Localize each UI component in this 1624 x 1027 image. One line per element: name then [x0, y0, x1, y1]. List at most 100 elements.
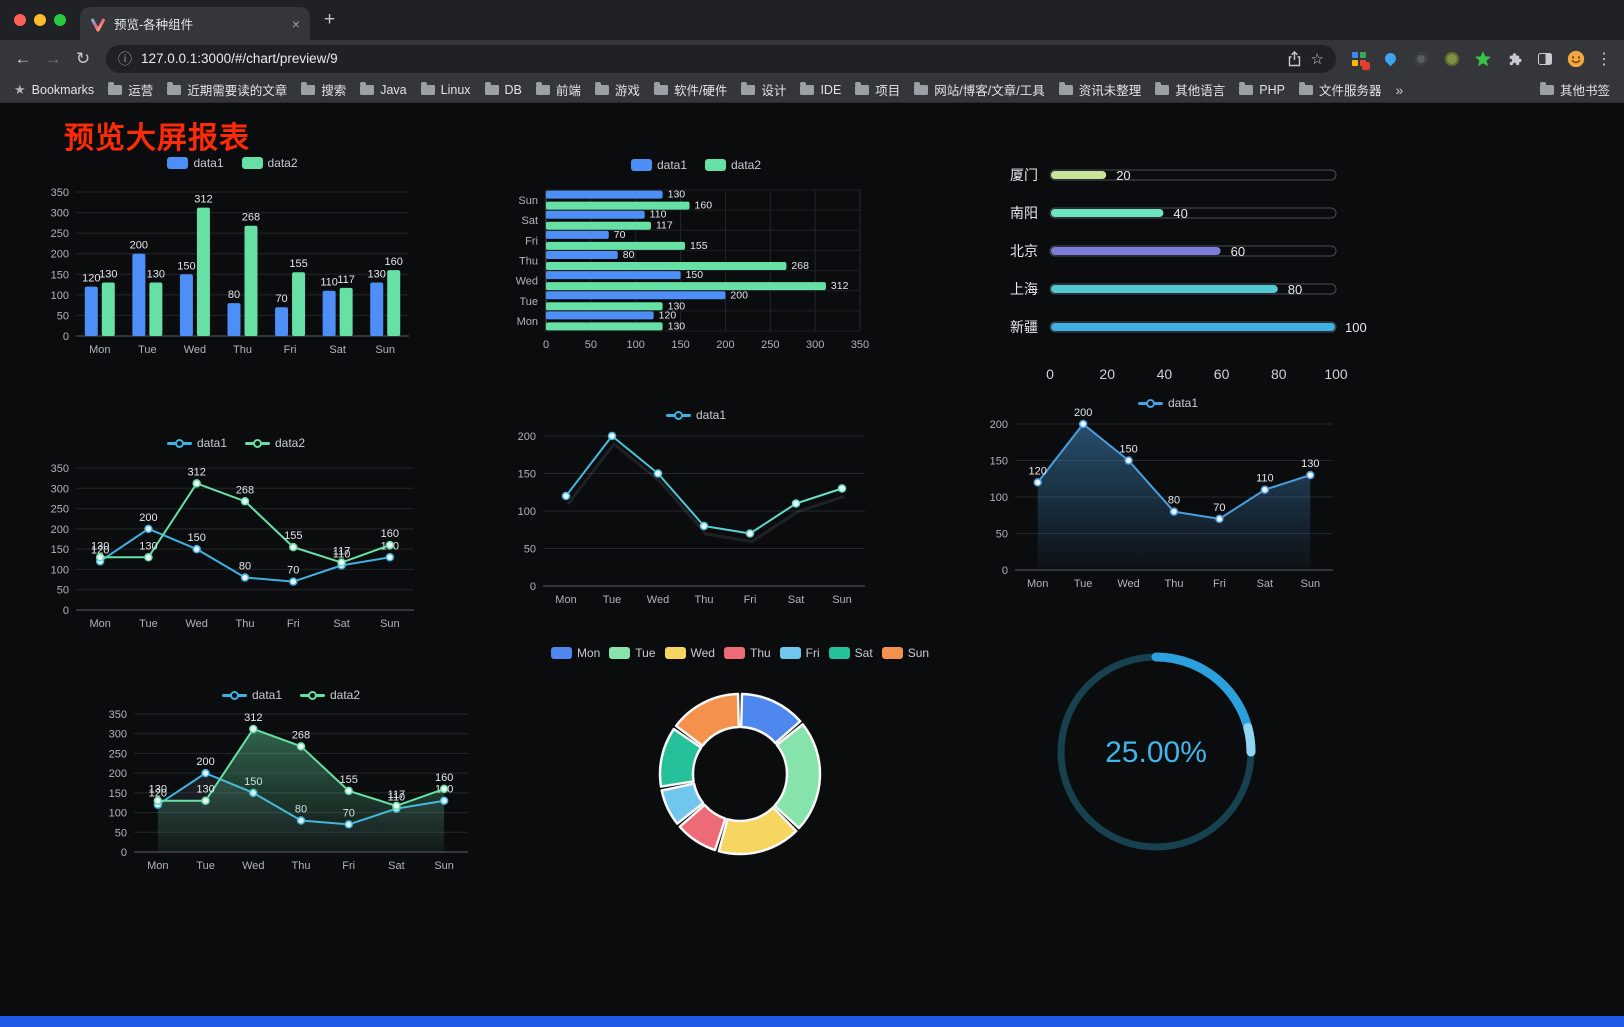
- legend-item[interactable]: data1: [221, 688, 282, 702]
- bar[interactable]: [84, 286, 98, 336]
- browser-tab[interactable]: 预览-各种组件 ×: [80, 7, 310, 40]
- extensions-puzzle-icon[interactable]: [1505, 50, 1523, 68]
- browser-menu-button[interactable]: ⋮: [1596, 50, 1612, 68]
- legend-item[interactable]: data1: [167, 156, 224, 170]
- bar[interactable]: [546, 221, 651, 230]
- legend-item[interactable]: data1: [166, 436, 227, 450]
- drop-extension-icon[interactable]: [1381, 50, 1399, 68]
- bar[interactable]: [546, 230, 609, 239]
- bookmark-folder[interactable]: 运营: [108, 80, 153, 99]
- bookmark-folder[interactable]: 游戏: [594, 80, 640, 99]
- profile-avatar[interactable]: [1567, 50, 1585, 68]
- pie-slice[interactable]: [717, 806, 798, 856]
- bar[interactable]: [546, 262, 787, 270]
- green-star-extension-icon[interactable]: [1474, 50, 1492, 68]
- chart-bar-grouped[interactable]: data1 data2 0 50 100 150 200 250 300 350 Mon Tue Wed…: [40, 148, 425, 370]
- bar[interactable]: [132, 253, 146, 336]
- bookmark-folder[interactable]: 近期需要读的文章: [167, 80, 287, 99]
- chart-area-single[interactable]: data1 0 50 100 150 200 Mon Tue Wed Thu Fri Sat Sun 12…: [985, 388, 1351, 598]
- bookmark-folder[interactable]: Linux: [420, 81, 471, 97]
- bookmark-folder[interactable]: 网站/博客/文章/工具: [914, 80, 1045, 99]
- bar[interactable]: [101, 282, 115, 336]
- bookmark-folder[interactable]: 文件服务器: [1298, 80, 1381, 99]
- legend-item[interactable]: Wed: [664, 646, 715, 660]
- bookmark-folder[interactable]: 资讯未整理: [1058, 80, 1141, 99]
- bookmark-folder[interactable]: PHP: [1239, 81, 1285, 97]
- legend-item[interactable]: Sun: [881, 646, 929, 660]
- forward-button[interactable]: →: [44, 48, 62, 68]
- site-info-icon[interactable]: ⓘ: [118, 50, 132, 67]
- chart-line-dual[interactable]: data1 data2 0 50 100 150 200 250 300 350 Mon Tue Wed…: [40, 428, 432, 640]
- grid-extension-icon[interactable]: [1350, 50, 1370, 70]
- pie-slice[interactable]: [674, 692, 741, 747]
- share-icon[interactable]: [1287, 50, 1302, 67]
- bar[interactable]: [387, 270, 401, 336]
- dark-circle-extension-icon[interactable]: [1412, 50, 1430, 68]
- bookmarks-overflow-button[interactable]: »: [1395, 81, 1404, 98]
- bookmark-folder[interactable]: 前端: [535, 80, 581, 99]
- legend-item[interactable]: data2: [705, 158, 761, 172]
- olive-circle-extension-icon[interactable]: [1443, 50, 1461, 68]
- pie-slice[interactable]: [773, 723, 822, 830]
- bar[interactable]: [339, 287, 353, 336]
- progress-fill[interactable]: [1051, 285, 1278, 293]
- sidebar-toggle-icon[interactable]: [1536, 50, 1554, 68]
- bar[interactable]: [149, 282, 163, 336]
- bar[interactable]: [546, 190, 663, 199]
- bookmark-folder[interactable]: 搜索: [301, 80, 346, 99]
- reload-button[interactable]: ↻: [75, 48, 91, 68]
- bookmark-folder[interactable]: IDE: [800, 81, 841, 97]
- bar[interactable]: [546, 302, 663, 311]
- bookmark-folder[interactable]: 其他语言: [1155, 80, 1225, 99]
- bar[interactable]: [179, 274, 193, 336]
- legend-item[interactable]: data1: [665, 408, 726, 422]
- legend-item[interactable]: data2: [245, 436, 305, 450]
- pie-slice[interactable]: [739, 692, 802, 745]
- bookmark-folder[interactable]: Java: [360, 81, 407, 97]
- legend-item[interactable]: Mon: [550, 646, 600, 660]
- legend-item[interactable]: data2: [300, 688, 360, 702]
- bookmark-star-icon[interactable]: ☆: [1310, 50, 1324, 68]
- legend-item[interactable]: Thu: [723, 646, 771, 660]
- bar[interactable]: [292, 272, 306, 336]
- chart-donut[interactable]: Mon Tue Wed Thu Fri Sat Sun: [548, 638, 932, 938]
- legend-item[interactable]: Fri: [779, 646, 820, 660]
- zoom-window-button[interactable]: [54, 14, 66, 26]
- chart-bar-horizontal[interactable]: data1 data2 0 50 100 150 200 250 300 350 Mon Tue Wed…: [500, 150, 892, 365]
- chart-line-single[interactable]: data1 0 50 100 150 200 Mon Tue Wed Thu Fri Sat Sun: [505, 400, 887, 612]
- bar[interactable]: [546, 201, 690, 210]
- chart-area-dual[interactable]: data1 data2 0 50 100 150 200 250 300 350 Mon Tue Wed…: [100, 680, 482, 892]
- new-tab-button[interactable]: +: [324, 9, 336, 30]
- chart-progress-bars[interactable]: 厦门 20 南阳 40 北京 60 上海 80 新疆 100 0 20 40 60 80 100: [1000, 155, 1380, 390]
- pie-slice[interactable]: [660, 782, 705, 825]
- bar[interactable]: [370, 282, 384, 336]
- bookmark-folder[interactable]: 设计: [741, 80, 786, 99]
- legend-item[interactable]: data1: [630, 158, 687, 172]
- bar[interactable]: [244, 225, 258, 336]
- bookmark-folder[interactable]: 软件/硬件: [653, 80, 727, 99]
- progress-fill[interactable]: [1051, 209, 1164, 217]
- progress-fill[interactable]: [1051, 323, 1335, 331]
- bookmark-folder[interactable]: DB: [484, 81, 522, 97]
- other-bookmarks[interactable]: 其他书签: [1539, 80, 1610, 99]
- pie-slice[interactable]: [678, 803, 727, 852]
- legend-item[interactable]: data2: [241, 156, 298, 170]
- tab-close-button[interactable]: ×: [291, 15, 300, 32]
- progress-fill[interactable]: [1051, 171, 1107, 179]
- bar[interactable]: [546, 271, 681, 280]
- bar[interactable]: [546, 291, 726, 300]
- bar[interactable]: [546, 241, 686, 250]
- bookmark-folder[interactable]: 项目: [855, 80, 900, 99]
- back-button[interactable]: ←: [14, 48, 32, 68]
- bar[interactable]: [322, 290, 336, 336]
- bookmarks-manager[interactable]: ★ Bookmarks: [14, 82, 94, 98]
- bar[interactable]: [546, 322, 663, 331]
- bar[interactable]: [196, 207, 210, 336]
- bar[interactable]: [546, 251, 618, 259]
- minimize-window-button[interactable]: [34, 14, 46, 26]
- legend-item[interactable]: data1: [1137, 396, 1198, 410]
- bar[interactable]: [546, 282, 826, 291]
- bar[interactable]: [275, 307, 289, 336]
- bar[interactable]: [546, 210, 645, 219]
- legend-item[interactable]: Tue: [609, 646, 656, 660]
